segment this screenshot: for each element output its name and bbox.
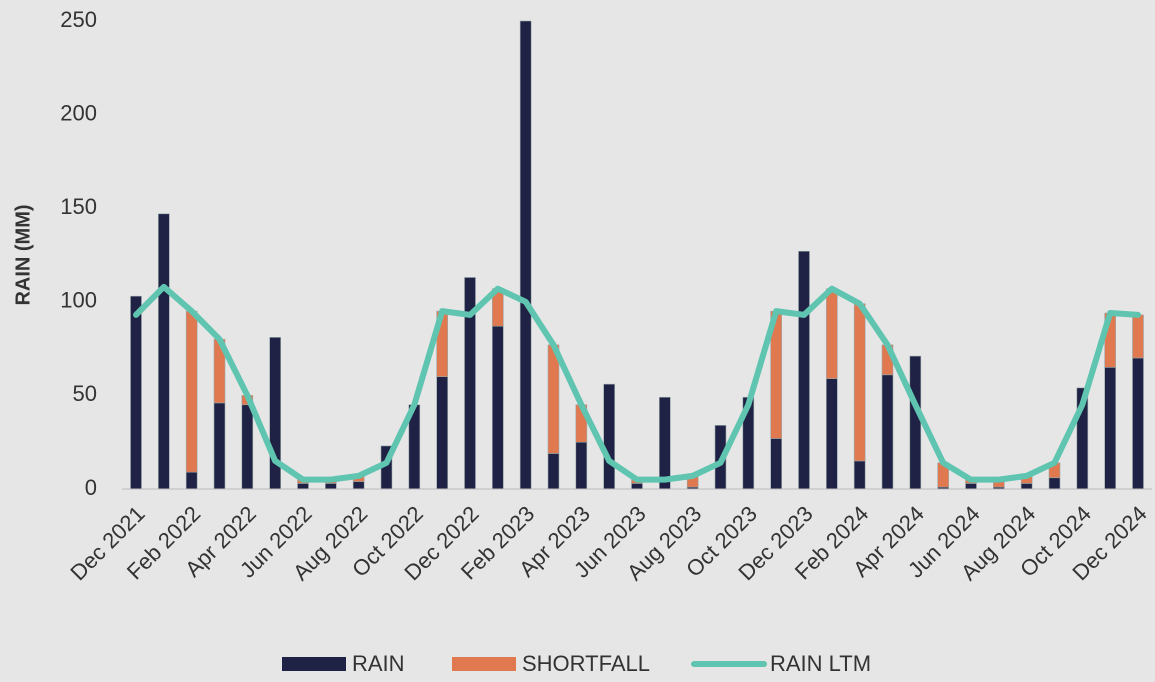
bar — [158, 213, 170, 490]
legend-swatch — [282, 657, 346, 671]
bar — [826, 378, 838, 490]
bar — [241, 404, 254, 490]
legend-item: RAIN — [282, 651, 405, 676]
legend-label: SHORTFALL — [522, 651, 650, 676]
bar — [1132, 314, 1144, 359]
bar — [770, 438, 782, 490]
legend-label: RAIN — [352, 651, 405, 676]
bar — [853, 460, 866, 490]
bar — [185, 310, 198, 473]
bar — [519, 20, 532, 490]
line — [133, 283, 1141, 483]
bar — [881, 374, 894, 490]
legend-item: SHORTFALL — [452, 651, 650, 676]
y-tick-label: 50 — [73, 381, 97, 406]
legend-label: RAIN LTM — [770, 651, 871, 676]
bar — [853, 303, 866, 462]
bar — [909, 355, 922, 490]
bar — [659, 396, 671, 490]
bar — [213, 402, 226, 490]
bar — [547, 344, 560, 454]
y-tick-label: 200 — [60, 100, 97, 125]
bar — [352, 481, 365, 490]
y-tick-label: 100 — [60, 288, 97, 313]
bar — [1132, 357, 1144, 490]
y-axis-label: RAIN (MM) — [12, 204, 34, 305]
bar — [185, 471, 198, 490]
bar — [1104, 367, 1116, 490]
bar — [130, 295, 142, 490]
y-tick-label: 0 — [85, 475, 97, 500]
y-tick-label: 150 — [60, 194, 97, 219]
y-tick-label: 250 — [60, 7, 97, 32]
bar — [826, 288, 838, 379]
bar — [1020, 483, 1033, 490]
bar — [492, 325, 504, 490]
bar — [436, 376, 448, 490]
bar — [631, 483, 643, 490]
bar — [1048, 477, 1061, 490]
bar — [603, 383, 615, 490]
bar — [965, 483, 977, 490]
legend-swatch — [452, 657, 516, 671]
bar — [575, 441, 588, 490]
bar — [798, 250, 810, 490]
legend-item: RAIN LTM — [691, 651, 871, 676]
bar — [325, 483, 337, 490]
bar — [297, 483, 309, 490]
bar — [547, 453, 560, 490]
